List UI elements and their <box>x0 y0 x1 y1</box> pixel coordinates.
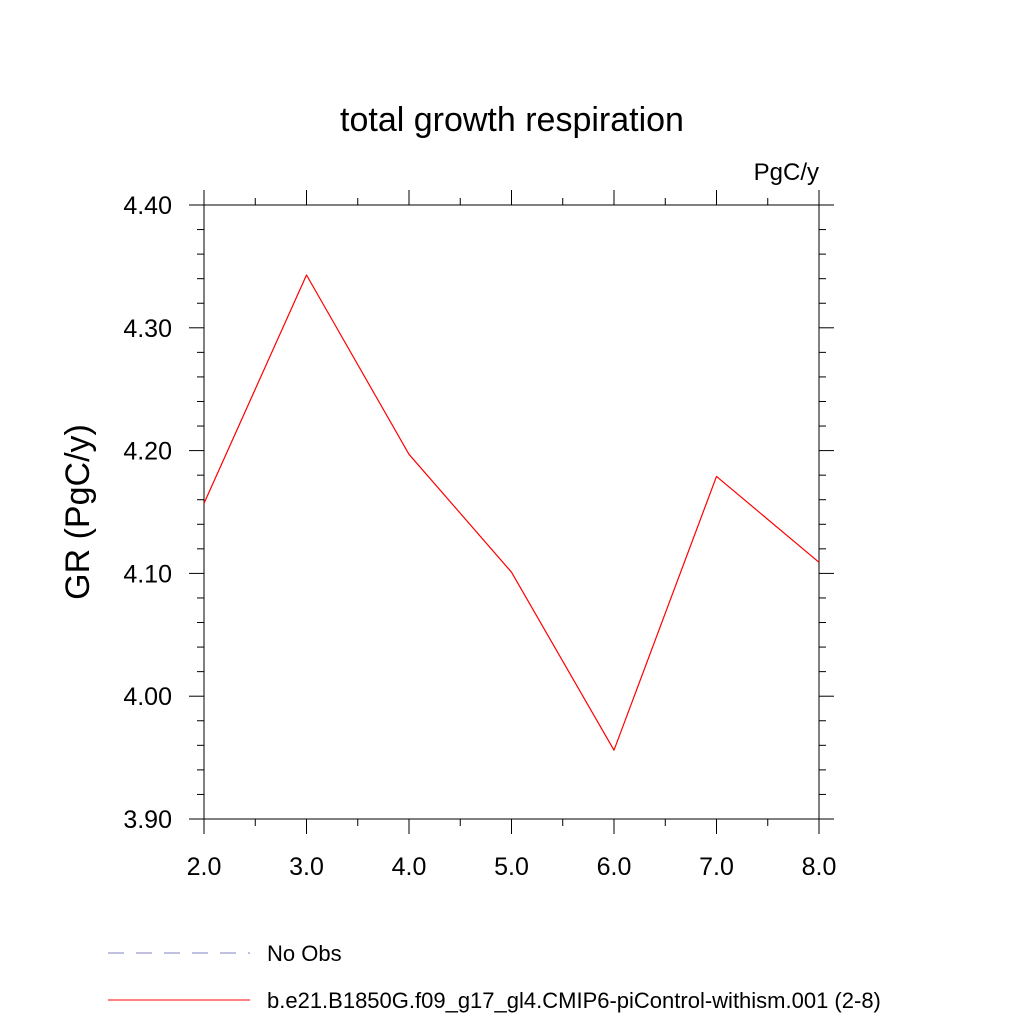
y-tick-label: 4.30 <box>123 315 172 343</box>
legend-label: b.e21.B1850G.f09_g17_gl4.CMIP6-piControl… <box>267 988 881 1013</box>
data-series <box>203 274 820 751</box>
x-tick-label: 4.0 <box>392 853 427 881</box>
x-tick-label: 2.0 <box>187 853 222 881</box>
y-tick-label: 4.10 <box>123 560 172 588</box>
chart-title: total growth respiration <box>340 101 684 139</box>
legend-label: No Obs <box>267 941 342 966</box>
y-tick-label: 4.20 <box>123 438 172 466</box>
axis-ticks <box>189 190 834 834</box>
axis-tick-labels: 2.0 3.0 4.0 5.0 6.0 7.0 8.0 3.90 4.00 4.10 4.20 4.3… <box>123 192 836 881</box>
x-tick-label: 6.0 <box>597 853 632 881</box>
x-tick-label: 7.0 <box>699 853 734 881</box>
y-tick-label: 3.90 <box>123 806 172 834</box>
x-tick-label: 8.0 <box>802 853 837 881</box>
x-tick-label: 5.0 <box>494 853 529 881</box>
y-tick-label: 4.00 <box>123 683 172 711</box>
series-line <box>203 274 820 751</box>
legend: No Obs b.e21.B1850G.f09_g17_gl4.CMIP6-piC… <box>108 941 881 1013</box>
x-tick-label: 3.0 <box>289 853 324 881</box>
y-axis-label: GR (PgC/y) <box>59 424 97 600</box>
units-label: PgC/y <box>754 159 819 186</box>
y-tick-label: 4.40 <box>123 192 172 220</box>
